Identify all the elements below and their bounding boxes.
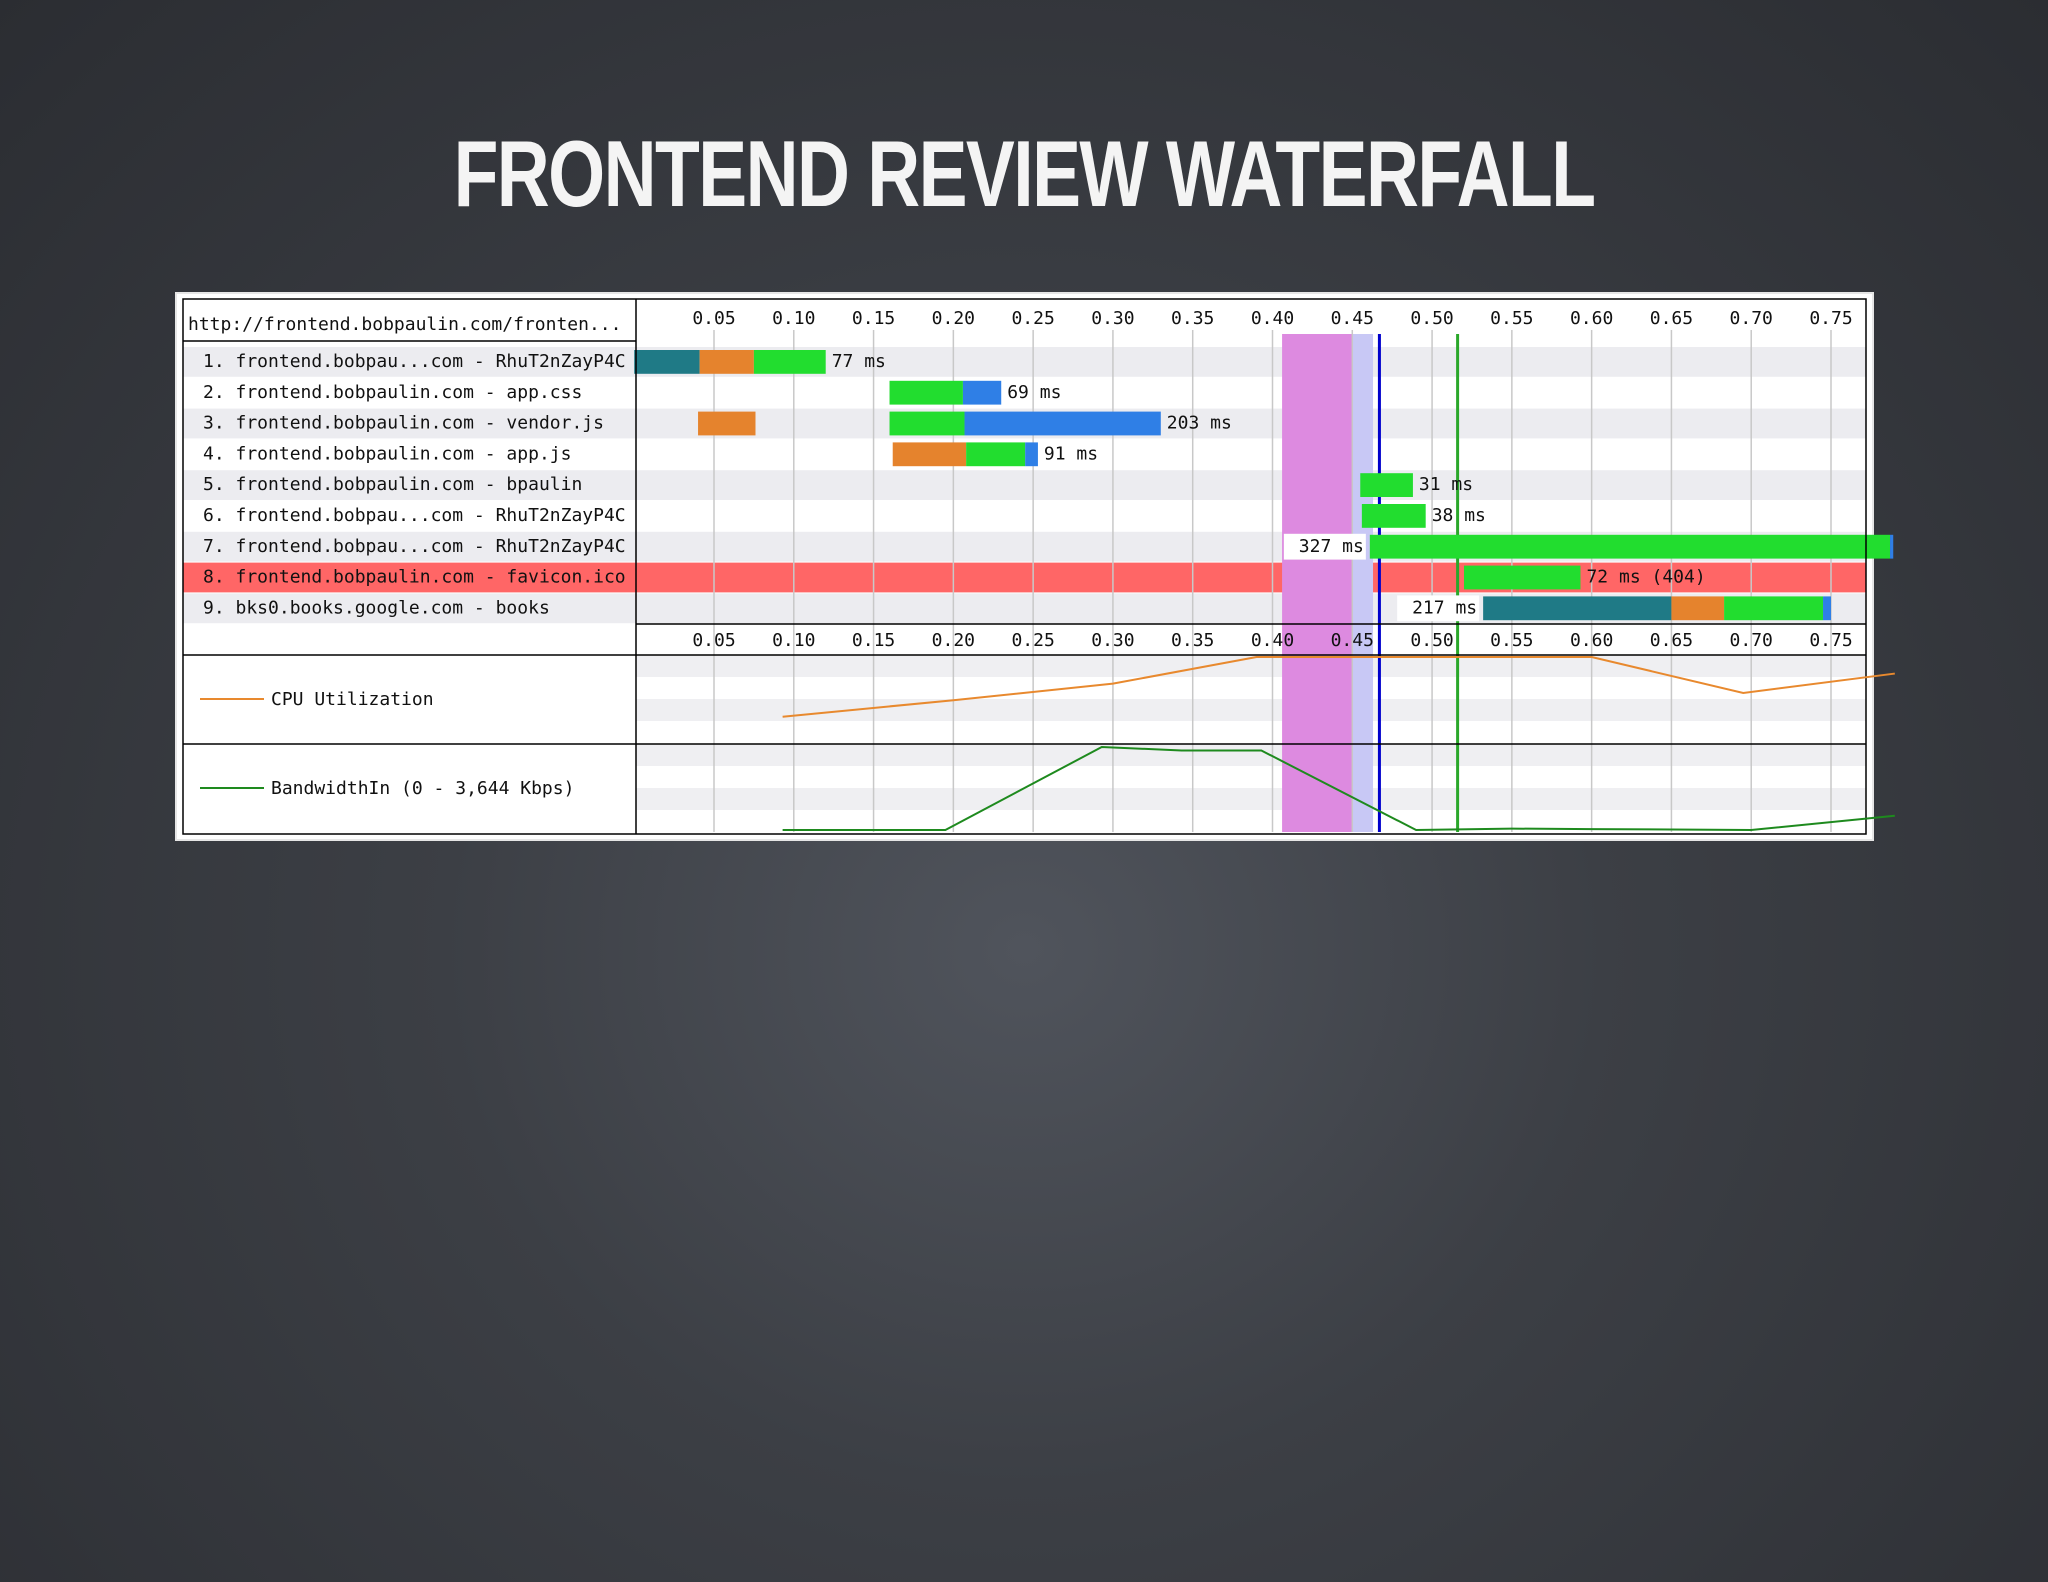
x-tick-label-bottom: 0.70 [1730, 630, 1773, 651]
bar-download [964, 411, 1161, 436]
bar-ttfb [966, 442, 1026, 467]
waterfall-frame [182, 298, 1867, 835]
row-stripe [183, 347, 1866, 377]
x-tick-label-bottom: 0.15 [852, 630, 895, 651]
request-label: 2. frontend.bobpaulin.com - app.css [203, 382, 582, 403]
bar-ssl [892, 442, 967, 467]
x-tick-label-bottom: 0.60 [1570, 630, 1613, 651]
x-tick-label-bottom: 0.65 [1650, 630, 1693, 651]
bar-ttfb [889, 411, 965, 436]
x-tick-label-top: 0.05 [692, 308, 735, 329]
slide-title: FRONTEND REVIEW WATERFALL [453, 121, 1596, 226]
bar-connect [1483, 596, 1672, 621]
x-tick-label-top: 0.15 [852, 308, 895, 329]
x-tick-label-top: 0.40 [1251, 308, 1294, 329]
request-time-label: 31 ms [1419, 474, 1473, 495]
request-time-label: 72 ms (404) [1586, 567, 1705, 588]
bar-download [1025, 442, 1038, 467]
x-tick-label-top: 0.20 [932, 308, 975, 329]
cpu-legend-label: CPU Utilization [271, 689, 434, 710]
x-tick-label-top: 0.50 [1410, 308, 1453, 329]
graph-band-stripe [636, 721, 1866, 743]
row-stripe [183, 562, 1866, 593]
row-stripe [183, 501, 1866, 531]
graph-band-stripe [636, 699, 1866, 721]
row-stripe [183, 470, 1866, 500]
x-tick-label-top: 0.35 [1171, 308, 1214, 329]
x-tick-label-top: 0.55 [1490, 308, 1533, 329]
request-time-label: 38 ms [1432, 505, 1486, 526]
request-label: 5. frontend.bobpaulin.com - bpaulin [203, 474, 582, 495]
x-tick-label-top: 0.25 [1011, 308, 1054, 329]
row-stripe [183, 377, 1866, 408]
page-url: http://frontend.bobpaulin.com/fronten... [188, 314, 621, 335]
graph-band-stripe [636, 677, 1866, 699]
x-tick-label-bottom: 0.40 [1251, 630, 1294, 651]
x-tick-label-bottom: 0.75 [1809, 630, 1852, 651]
x-tick-label-top: 0.10 [772, 308, 815, 329]
x-tick-label-bottom: 0.25 [1011, 630, 1054, 651]
request-label: 9. bks0.books.google.com - books [203, 597, 550, 618]
x-tick-label-top: 0.60 [1570, 308, 1613, 329]
x-tick-label-top: 0.65 [1650, 308, 1693, 329]
time-label-bg [1397, 595, 1480, 622]
request-time-label: 217 ms [1412, 597, 1477, 618]
x-tick-label-bottom: 0.20 [932, 630, 975, 651]
request-time-label: 91 ms [1044, 443, 1098, 464]
x-tick-label-bottom: 0.50 [1410, 630, 1453, 651]
x-tick-label-bottom: 0.10 [772, 630, 815, 651]
x-tick-label-bottom: 0.05 [692, 630, 735, 651]
x-tick-label-top: 0.70 [1730, 308, 1773, 329]
bar-ttfb [753, 350, 826, 374]
bar-ttfb [1360, 473, 1413, 497]
graph-band-stripe [636, 744, 1866, 766]
bar-ssl [699, 350, 754, 374]
bandwidth-legend-label: BandwidthIn (0 - 3,644 Kbps) [271, 778, 574, 799]
x-tick-label-bottom: 0.55 [1490, 630, 1533, 651]
bar-download [1890, 534, 1894, 559]
graph-band-stripe [636, 788, 1866, 810]
bar-ssl [1671, 596, 1725, 621]
request-label: 7. frontend.bobpau...com - RhuT2nZayP4C [203, 536, 626, 557]
bar-download [962, 380, 1002, 405]
bandwidth-line [782, 746, 1895, 832]
start-render-marker [1282, 334, 1353, 832]
bar-ttfb [1361, 504, 1426, 528]
bar-ttfb [1463, 565, 1581, 590]
x-tick-label-bottom: 0.30 [1091, 630, 1134, 651]
graph-band-stripe [636, 766, 1866, 788]
request-label: 1. frontend.bobpau...com - RhuT2nZayP4C [203, 351, 626, 372]
graph-band-stripe [636, 655, 1866, 677]
x-tick-label-top: 0.45 [1331, 308, 1374, 329]
bar-ttfb [1724, 596, 1824, 621]
bar-ttfb [1369, 534, 1891, 559]
dom-content-loaded-marker [1352, 334, 1374, 832]
x-tick-label-top: 0.75 [1809, 308, 1852, 329]
bar-connect [634, 350, 700, 374]
request-label: 4. frontend.bobpaulin.com - app.js [203, 443, 571, 464]
request-time-label: 327 ms [1299, 536, 1364, 557]
bar-ssl [698, 411, 756, 436]
request-time-label: 203 ms [1167, 413, 1232, 434]
x-tick-label-bottom: 0.45 [1331, 630, 1374, 651]
x-tick-label-bottom: 0.35 [1171, 630, 1214, 651]
request-time-label: 77 ms [832, 351, 886, 372]
cpu-utilization-line [782, 656, 1895, 718]
time-label-bg [1283, 533, 1366, 560]
x-tick-label-top: 0.30 [1091, 308, 1134, 329]
bar-ttfb [889, 380, 963, 405]
bar-download [1823, 596, 1831, 621]
request-label: 3. frontend.bobpaulin.com - vendor.js [203, 413, 604, 434]
request-label: 8. frontend.bobpaulin.com - favicon.ico [203, 567, 626, 588]
request-label: 6. frontend.bobpau...com - RhuT2nZayP4C [203, 505, 626, 526]
request-time-label: 69 ms [1007, 382, 1061, 403]
graph-band-stripe [636, 810, 1866, 832]
